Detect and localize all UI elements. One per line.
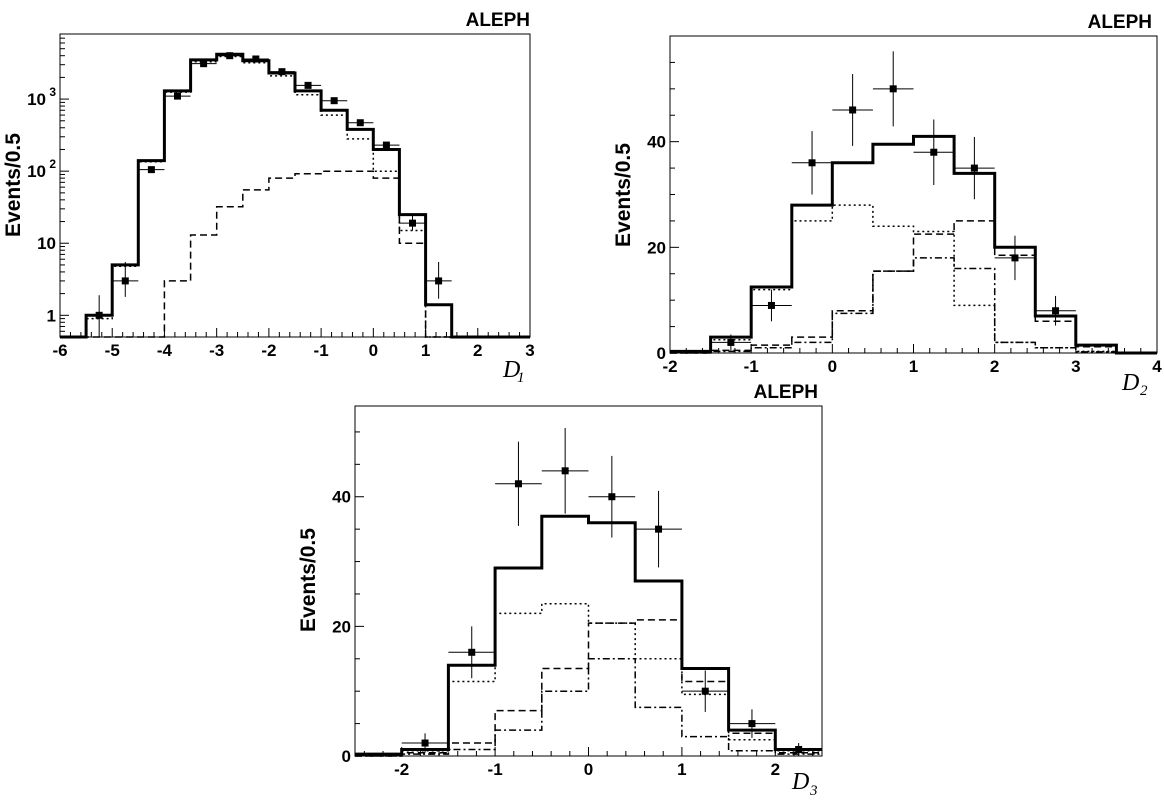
x-tick-label: -2 — [394, 760, 409, 779]
data-point — [399, 215, 426, 231]
x-tick-label: -2 — [261, 341, 276, 360]
data-point — [347, 119, 374, 127]
experiment-label: ALEPH — [754, 382, 818, 403]
histogram-dashdot — [670, 257, 1157, 354]
histogram-dashed — [60, 170, 530, 338]
data-point — [268, 68, 295, 76]
x-tick-label: 1 — [677, 760, 686, 779]
data-point — [138, 166, 165, 174]
x-axis-label-subscript: 1 — [517, 370, 525, 386]
y-axis-label: Events/0.5 — [2, 133, 25, 237]
experiment-label: ALEPH — [1088, 12, 1152, 33]
plot-frame — [354, 405, 823, 757]
data-point — [112, 261, 139, 297]
data-point — [448, 626, 496, 679]
y-tick-label: 0 — [342, 747, 351, 766]
data-point — [295, 81, 322, 89]
y-tick-label: 40 — [647, 133, 666, 152]
x-tick-label: -1 — [314, 341, 329, 360]
histogram-dashdot — [355, 658, 822, 757]
y-tick-label: 10 — [37, 234, 56, 253]
y-tick-label: 10 — [27, 162, 46, 181]
data-point — [541, 428, 589, 514]
x-tick-label: -1 — [488, 760, 503, 779]
x-tick-label: 0 — [369, 341, 378, 360]
y-tick-label: 20 — [332, 617, 351, 636]
data-point — [321, 97, 348, 105]
x-axis-label: D — [502, 357, 520, 383]
y-tick-exponent: 2 — [49, 157, 56, 171]
data-point — [791, 131, 833, 195]
x-tick-label: 3 — [1071, 357, 1080, 376]
data-point — [401, 733, 449, 753]
histogram-dotted — [670, 204, 1157, 354]
x-tick-label: -1 — [744, 357, 759, 376]
data-point — [635, 490, 682, 568]
data-point — [832, 74, 873, 146]
plot-frame — [59, 33, 531, 338]
data-point — [681, 670, 729, 712]
x-tick-label: -6 — [52, 341, 67, 360]
x-tick-label: 0 — [584, 760, 593, 779]
data-point — [216, 52, 243, 60]
data-point — [242, 55, 269, 63]
y-tick-exponent: 3 — [49, 85, 56, 99]
data-point — [495, 441, 542, 526]
x-tick-label: 1 — [909, 357, 918, 376]
data-point — [190, 60, 217, 68]
histogram-solid — [60, 52, 530, 339]
data-point — [373, 141, 400, 149]
data-point — [86, 295, 113, 337]
y-tick-label: 1 — [47, 306, 56, 325]
x-axis-label: D — [1121, 370, 1139, 396]
x-tick-label: 1 — [421, 341, 430, 360]
y-tick-label: 20 — [647, 238, 666, 257]
x-tick-label: -4 — [157, 341, 173, 360]
data-point — [775, 743, 822, 756]
y-tick-label: 40 — [332, 488, 351, 507]
x-axis-label: D — [791, 769, 809, 795]
data-point — [872, 51, 914, 127]
x-axis-label-subscript: 3 — [809, 783, 818, 799]
data-point — [588, 455, 636, 538]
x-tick-label: -5 — [105, 341, 120, 360]
x-tick-label: 2 — [771, 760, 780, 779]
y-axis-label: Events/0.5 — [612, 143, 635, 247]
x-tick-label: -3 — [209, 341, 224, 360]
data-point — [954, 136, 995, 200]
data-point — [728, 709, 776, 738]
data-point — [994, 235, 1036, 281]
data-point — [751, 289, 792, 322]
y-tick-label: 0 — [657, 344, 666, 363]
x-tick-label: 2 — [990, 357, 999, 376]
plot-frame — [669, 35, 1158, 354]
histogram-solid — [670, 134, 1157, 355]
data-point — [425, 261, 452, 299]
x-tick-label: 3 — [525, 341, 534, 360]
x-tick-label: 0 — [828, 357, 837, 376]
x-axis-label-subscript: 2 — [1140, 383, 1148, 399]
x-tick-label: 2 — [473, 341, 482, 360]
x-tick-label: 4 — [1152, 357, 1162, 376]
histogram-dashed — [670, 220, 1157, 354]
histogram-dashed — [355, 619, 822, 757]
y-tick-label: 10 — [27, 90, 46, 109]
x-tick-label: -2 — [662, 357, 677, 376]
data-point — [710, 334, 752, 351]
experiment-label: ALEPH — [466, 10, 530, 31]
data-point — [1035, 295, 1076, 326]
histogram-dotted — [60, 55, 530, 338]
data-point — [913, 119, 955, 185]
data-point — [164, 92, 191, 100]
y-axis-label: Events/0.5 — [297, 528, 320, 632]
